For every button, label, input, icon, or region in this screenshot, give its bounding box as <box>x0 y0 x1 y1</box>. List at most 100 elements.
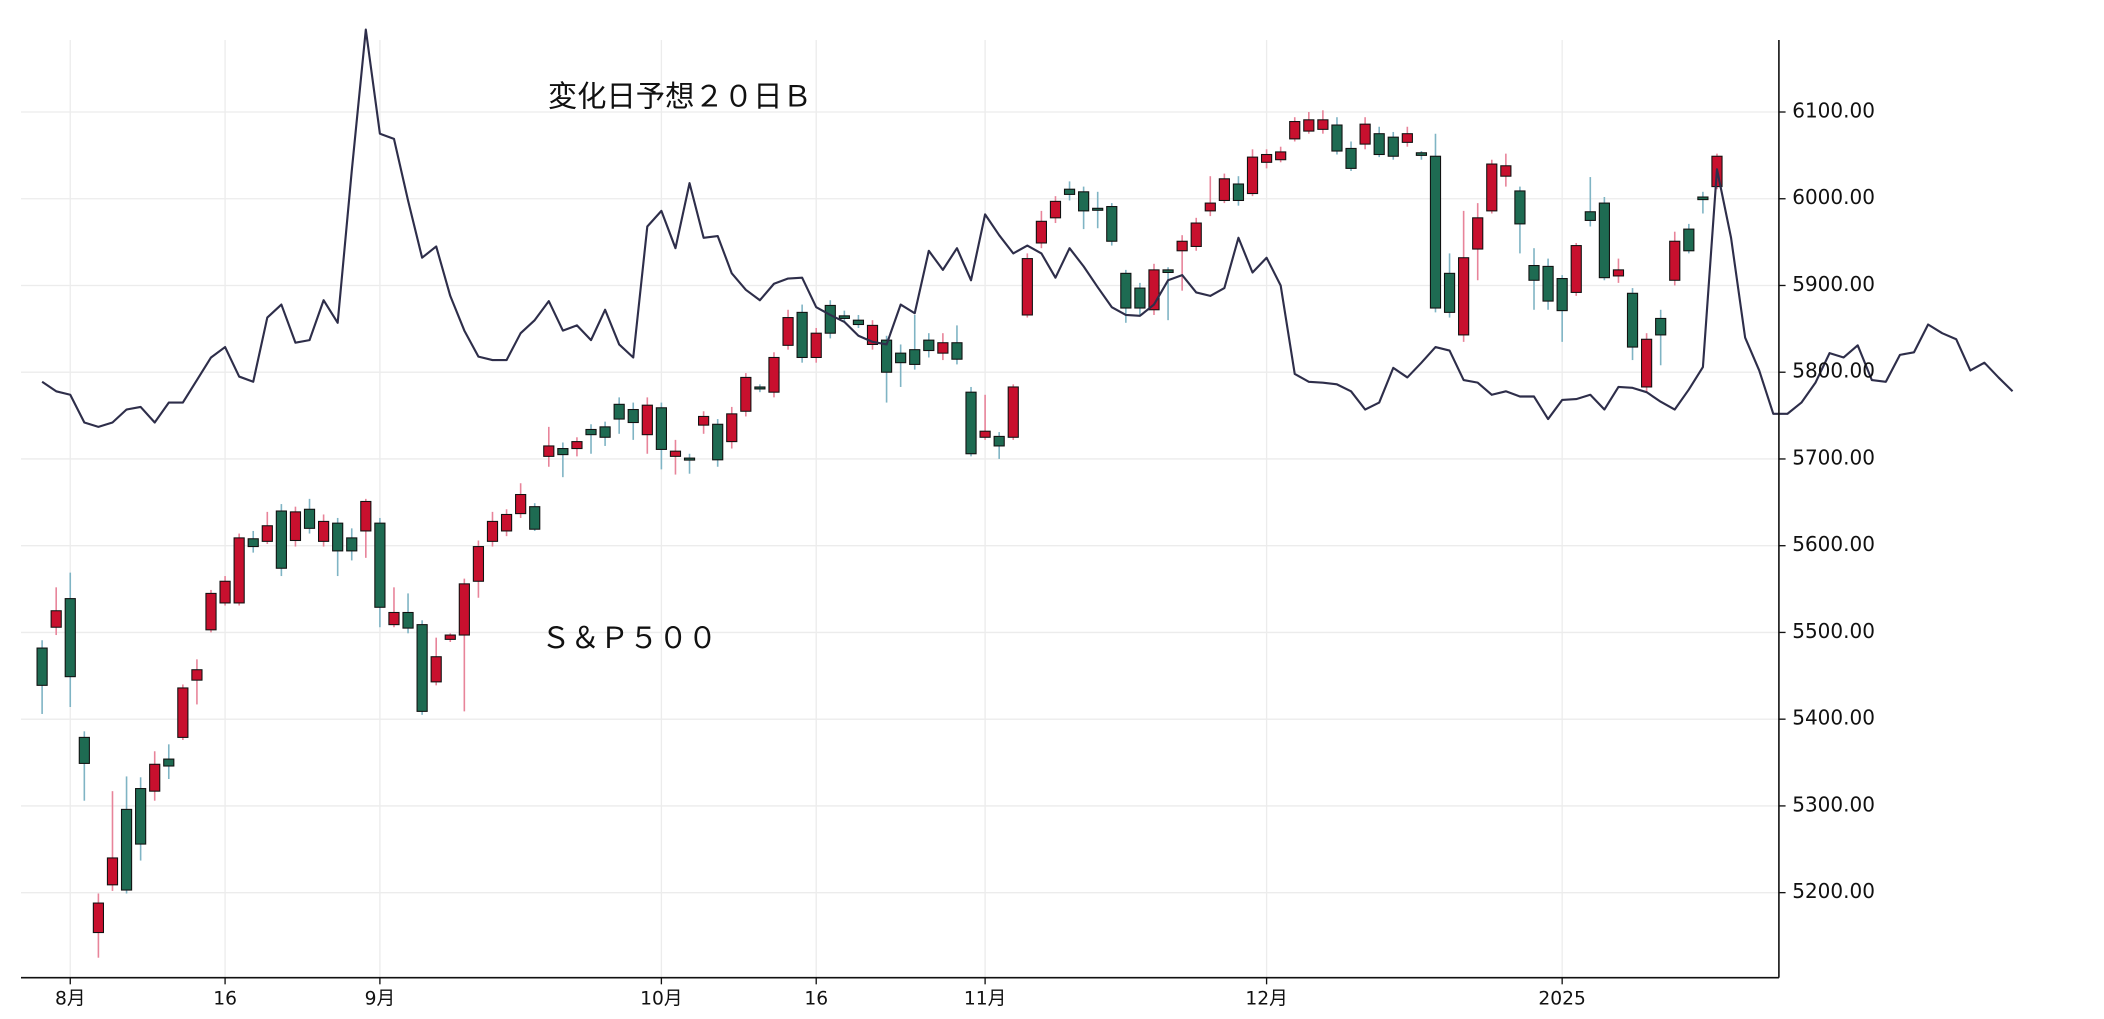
candle-body <box>712 423 724 461</box>
candle-body <box>655 407 667 450</box>
candle-body <box>1612 269 1625 277</box>
candle-body <box>1176 240 1188 252</box>
candle-body <box>599 426 611 438</box>
candle-body <box>233 537 245 604</box>
candle-body <box>937 342 949 354</box>
candle-body <box>332 522 344 552</box>
candle-body <box>1697 196 1709 201</box>
y-tick-label: 5400.00 <box>1792 706 1875 730</box>
candle-body <box>430 656 442 683</box>
candle-body <box>1134 287 1146 309</box>
candle-body <box>1472 217 1484 250</box>
y-tick-label: 5500.00 <box>1792 619 1875 643</box>
candle-body <box>768 356 780 393</box>
marks <box>36 28 2014 958</box>
candle-body <box>1035 220 1048 244</box>
y-tick-label: 5800.00 <box>1792 359 1875 383</box>
candle-body <box>275 510 287 569</box>
candle-body <box>1387 136 1399 157</box>
candle-body <box>120 808 133 891</box>
x-tick-label: 16 <box>213 988 237 1009</box>
x-tick-label: 16 <box>804 988 828 1009</box>
candle-body <box>909 349 921 365</box>
candle-body <box>1190 222 1202 247</box>
candle-body <box>1584 211 1596 221</box>
candle-body <box>1528 264 1540 281</box>
candle-body <box>1415 152 1428 156</box>
y-tick-label: 5200.00 <box>1792 879 1875 903</box>
candle-body <box>1359 123 1371 145</box>
x-tick-label: 2025 <box>1538 988 1585 1009</box>
candle-body <box>472 546 485 582</box>
candle-body <box>515 493 527 515</box>
candle-body <box>177 687 189 738</box>
candle-body <box>1669 240 1681 281</box>
candle-body <box>810 332 822 359</box>
candle-body <box>261 525 273 542</box>
candle-body <box>838 315 850 319</box>
candle-body <box>36 647 48 686</box>
y-tick-label: 5300.00 <box>1792 792 1875 816</box>
candle-body <box>163 758 175 767</box>
candle-body <box>529 506 541 530</box>
candle-body <box>1120 272 1132 309</box>
candle-body <box>641 404 653 436</box>
candle-body <box>1162 269 1174 274</box>
x-tick-label: 8月 <box>55 988 86 1009</box>
candle-body <box>1246 156 1259 195</box>
candle-body <box>416 624 428 712</box>
candle-body <box>346 537 358 552</box>
candle-body <box>64 598 76 678</box>
candle-body <box>1049 200 1062 219</box>
x-tick-label: 11月 <box>964 988 1006 1009</box>
candle-body <box>1641 338 1653 388</box>
candle-body <box>1655 317 1667 336</box>
candle-body <box>993 435 1005 447</box>
candle-body <box>698 415 710 426</box>
y-tick-label: 6000.00 <box>1792 185 1875 209</box>
candle-body <box>1500 165 1512 177</box>
line-label: 変化日予想２０日Ｂ <box>548 80 812 114</box>
candle-body <box>289 511 302 542</box>
candle-body <box>1106 206 1118 242</box>
candle-body <box>880 339 893 373</box>
candle-body <box>1092 207 1104 211</box>
candle-body <box>543 445 555 457</box>
x-tick-label: 9月 <box>365 988 396 1009</box>
candle-body <box>1218 178 1230 202</box>
candle-body <box>50 610 62 628</box>
candle-body <box>782 317 794 346</box>
candle-label: Ｓ＆Ｐ５００ <box>541 621 717 655</box>
candle-body <box>205 592 217 631</box>
candle-body <box>1683 228 1695 252</box>
candle-body <box>796 311 808 359</box>
candle-body <box>149 763 161 792</box>
candle-body <box>1458 257 1470 336</box>
candle-body <box>852 319 865 326</box>
grid <box>20 40 1779 978</box>
candle-body <box>247 538 259 548</box>
candle-body <box>1204 202 1216 212</box>
candle-body <box>613 403 625 420</box>
candle-body <box>374 522 386 608</box>
candle-body <box>360 500 372 532</box>
candle-body <box>1514 190 1526 225</box>
y-tick-label: 5900.00 <box>1792 272 1875 296</box>
candle-body <box>585 428 597 436</box>
candle-body <box>1078 191 1090 212</box>
candle-body <box>317 520 330 542</box>
y-tick-label: 5700.00 <box>1792 445 1875 469</box>
y-tick-label: 5600.00 <box>1792 532 1875 556</box>
candle-body <box>78 736 90 764</box>
candle-body <box>1486 163 1498 212</box>
candle-body <box>1542 265 1554 302</box>
candle-body <box>951 342 963 360</box>
ticks: 5200.00 5300.00 5400.00 5500.00 5600.00 5700.… <box>55 99 1875 1010</box>
candle-body <box>726 413 738 443</box>
candle-body <box>1063 188 1076 195</box>
x-tick-label: 12月 <box>1245 988 1287 1009</box>
candle-body <box>106 857 119 886</box>
candle-body <box>1007 386 1019 438</box>
candle-body <box>219 580 231 604</box>
